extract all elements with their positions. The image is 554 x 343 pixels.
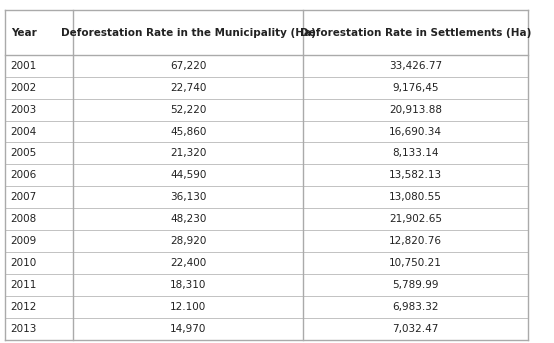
Text: 2008: 2008	[11, 214, 37, 224]
Text: 2012: 2012	[11, 302, 37, 312]
Text: 12.100: 12.100	[170, 302, 206, 312]
Text: 9,176,45: 9,176,45	[392, 83, 439, 93]
Text: 2009: 2009	[11, 236, 37, 246]
Text: 2013: 2013	[11, 323, 37, 334]
Text: 6,983.32: 6,983.32	[392, 302, 439, 312]
Text: 2010: 2010	[11, 258, 37, 268]
Text: 2005: 2005	[11, 149, 37, 158]
Text: 10,750.21: 10,750.21	[389, 258, 442, 268]
Text: 21,320: 21,320	[170, 149, 206, 158]
Text: 33,426.77: 33,426.77	[389, 61, 442, 71]
Text: 44,590: 44,590	[170, 170, 206, 180]
Text: 2001: 2001	[11, 61, 37, 71]
Text: 7,032.47: 7,032.47	[392, 323, 439, 334]
Text: 67,220: 67,220	[170, 61, 206, 71]
Text: 12,820.76: 12,820.76	[389, 236, 442, 246]
Text: 21,902.65: 21,902.65	[389, 214, 442, 224]
Text: 2004: 2004	[11, 127, 37, 137]
Text: 5,789.99: 5,789.99	[392, 280, 439, 290]
Text: 2006: 2006	[11, 170, 37, 180]
Text: 2002: 2002	[11, 83, 37, 93]
Text: 48,230: 48,230	[170, 214, 206, 224]
Text: 20,913.88: 20,913.88	[389, 105, 442, 115]
Text: Deforestation Rate in Settlements (Ha): Deforestation Rate in Settlements (Ha)	[300, 27, 531, 38]
Text: 22,400: 22,400	[170, 258, 206, 268]
Text: 2011: 2011	[11, 280, 37, 290]
Text: 13,080.55: 13,080.55	[389, 192, 442, 202]
Text: 28,920: 28,920	[170, 236, 206, 246]
Text: 36,130: 36,130	[170, 192, 206, 202]
Text: 14,970: 14,970	[170, 323, 206, 334]
Text: 13,582.13: 13,582.13	[389, 170, 442, 180]
Text: 18,310: 18,310	[170, 280, 206, 290]
Text: 8,133.14: 8,133.14	[392, 149, 439, 158]
Text: 22,740: 22,740	[170, 83, 206, 93]
Text: 16,690.34: 16,690.34	[389, 127, 442, 137]
Text: 2003: 2003	[11, 105, 37, 115]
Text: 2007: 2007	[11, 192, 37, 202]
Text: Year: Year	[11, 27, 37, 38]
Text: Deforestation Rate in the Municipality (Ha): Deforestation Rate in the Municipality (…	[61, 27, 316, 38]
Text: 52,220: 52,220	[170, 105, 206, 115]
Text: 45,860: 45,860	[170, 127, 206, 137]
